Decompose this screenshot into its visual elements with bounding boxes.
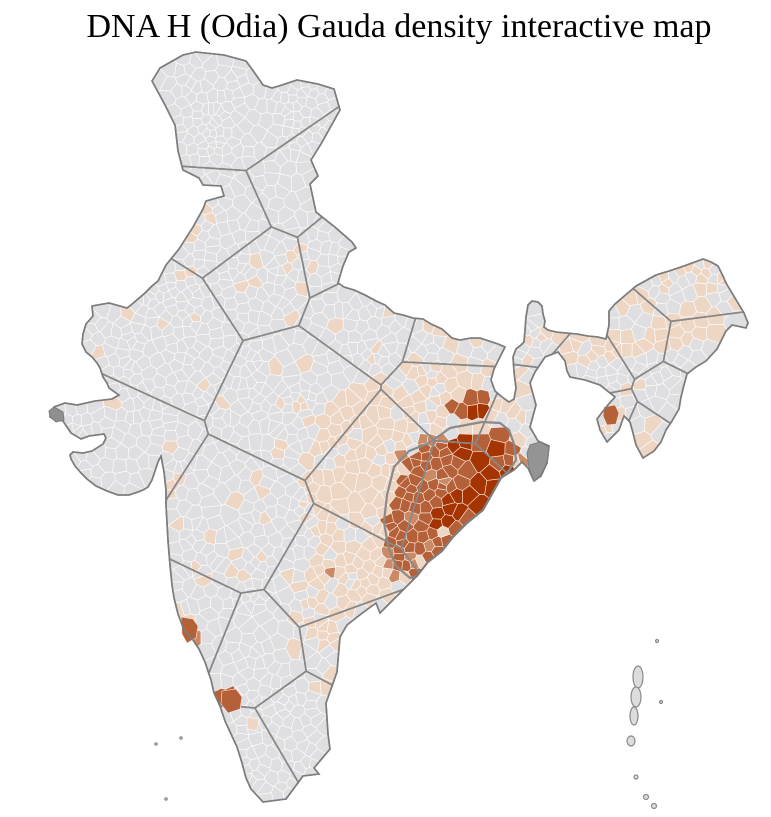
svg-text:DNA H (Odia) Gauda density int: DNA H (Odia) Gauda density interactive m… [86,8,711,45]
